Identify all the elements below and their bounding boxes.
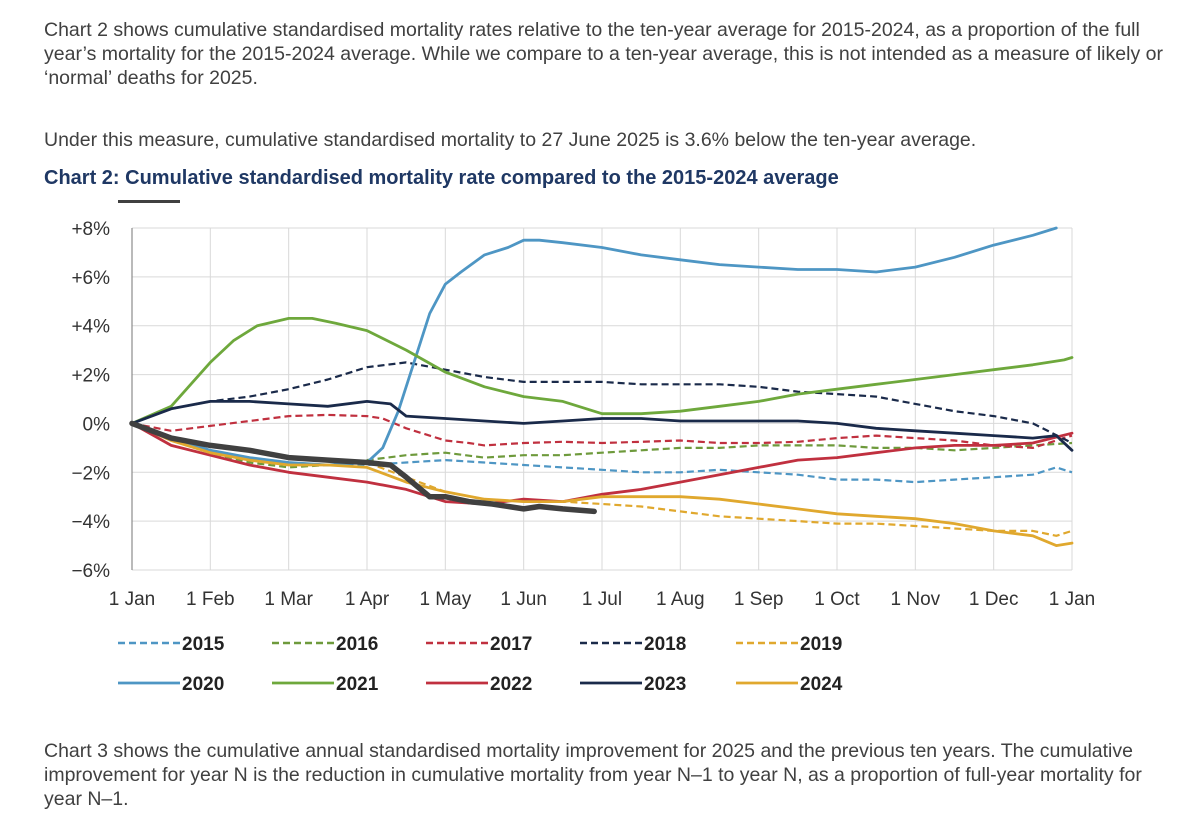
measure-paragraph: Under this measure, cumulative standardi… (44, 129, 977, 151)
mortality-chart: +8% +6% +4% +2% 0% −2% −4% −6% 1 Jan 1 Feb 1 Mar 1 … (71, 200, 1095, 695)
legend-label-2022: 2022 (490, 674, 532, 695)
y-tick-label: 0% (83, 414, 111, 435)
intro-paragraph: Chart 2 shows cumulative standardised mo… (44, 19, 1163, 89)
legend-label-2024: 2024 (800, 674, 843, 695)
y-tick-label: +6% (71, 268, 110, 289)
legend-label-2023: 2023 (644, 674, 686, 695)
x-tick-label: 1 Jan (109, 589, 155, 610)
y-tick-label: −2% (71, 463, 110, 484)
series-line-2018 (131, 361, 1073, 444)
x-tick-label: 1 Mar (264, 589, 313, 610)
x-tick-label: 1 Nov (891, 589, 941, 610)
legend-label-2018: 2018 (644, 634, 686, 655)
x-tick-label: 1 Oct (814, 589, 860, 610)
y-tick-label: +4% (71, 317, 110, 338)
x-tick-label: 1 Jun (500, 589, 546, 610)
series-line-2017 (131, 413, 1073, 449)
x-tick-label: 1 Apr (345, 589, 390, 610)
series-line-2025 (129, 420, 597, 515)
y-tick-label: +2% (71, 366, 110, 387)
legend-label-2016: 2016 (336, 634, 378, 655)
series-line-2024 (130, 421, 1074, 548)
legend-label-2019: 2019 (800, 634, 842, 655)
series-line-2022 (130, 421, 1074, 506)
legend-label-2025: 2025 (182, 200, 225, 205)
series-line-2020 (130, 226, 1058, 467)
legend-label-2020: 2020 (182, 674, 224, 695)
y-tick-label: −4% (71, 512, 110, 533)
legend-label-2017: 2017 (490, 634, 532, 655)
series-line-2016 (131, 422, 1073, 469)
x-tick-label: 1 Aug (656, 589, 705, 610)
x-tick-label: 1 Jan (1049, 589, 1095, 610)
series-line-2021 (130, 317, 1074, 425)
followup-paragraph: Chart 3 shows the cumulative annual stan… (44, 740, 1142, 810)
x-tick-label: 1 Feb (186, 589, 235, 610)
y-tick-label: +8% (71, 219, 110, 240)
x-tick-label: 1 Dec (969, 589, 1019, 610)
x-tick-label: 1 May (419, 589, 471, 610)
legend-label-2021: 2021 (336, 674, 379, 695)
series-line-2023 (130, 399, 1074, 452)
chart-title: Chart 2: Cumulative standardised mortali… (44, 167, 839, 189)
y-tick-label: −6% (71, 561, 110, 582)
x-tick-label: 1 Sep (734, 589, 784, 610)
legend-label-2015: 2015 (182, 634, 225, 655)
x-tick-label: 1 Jul (582, 589, 622, 610)
